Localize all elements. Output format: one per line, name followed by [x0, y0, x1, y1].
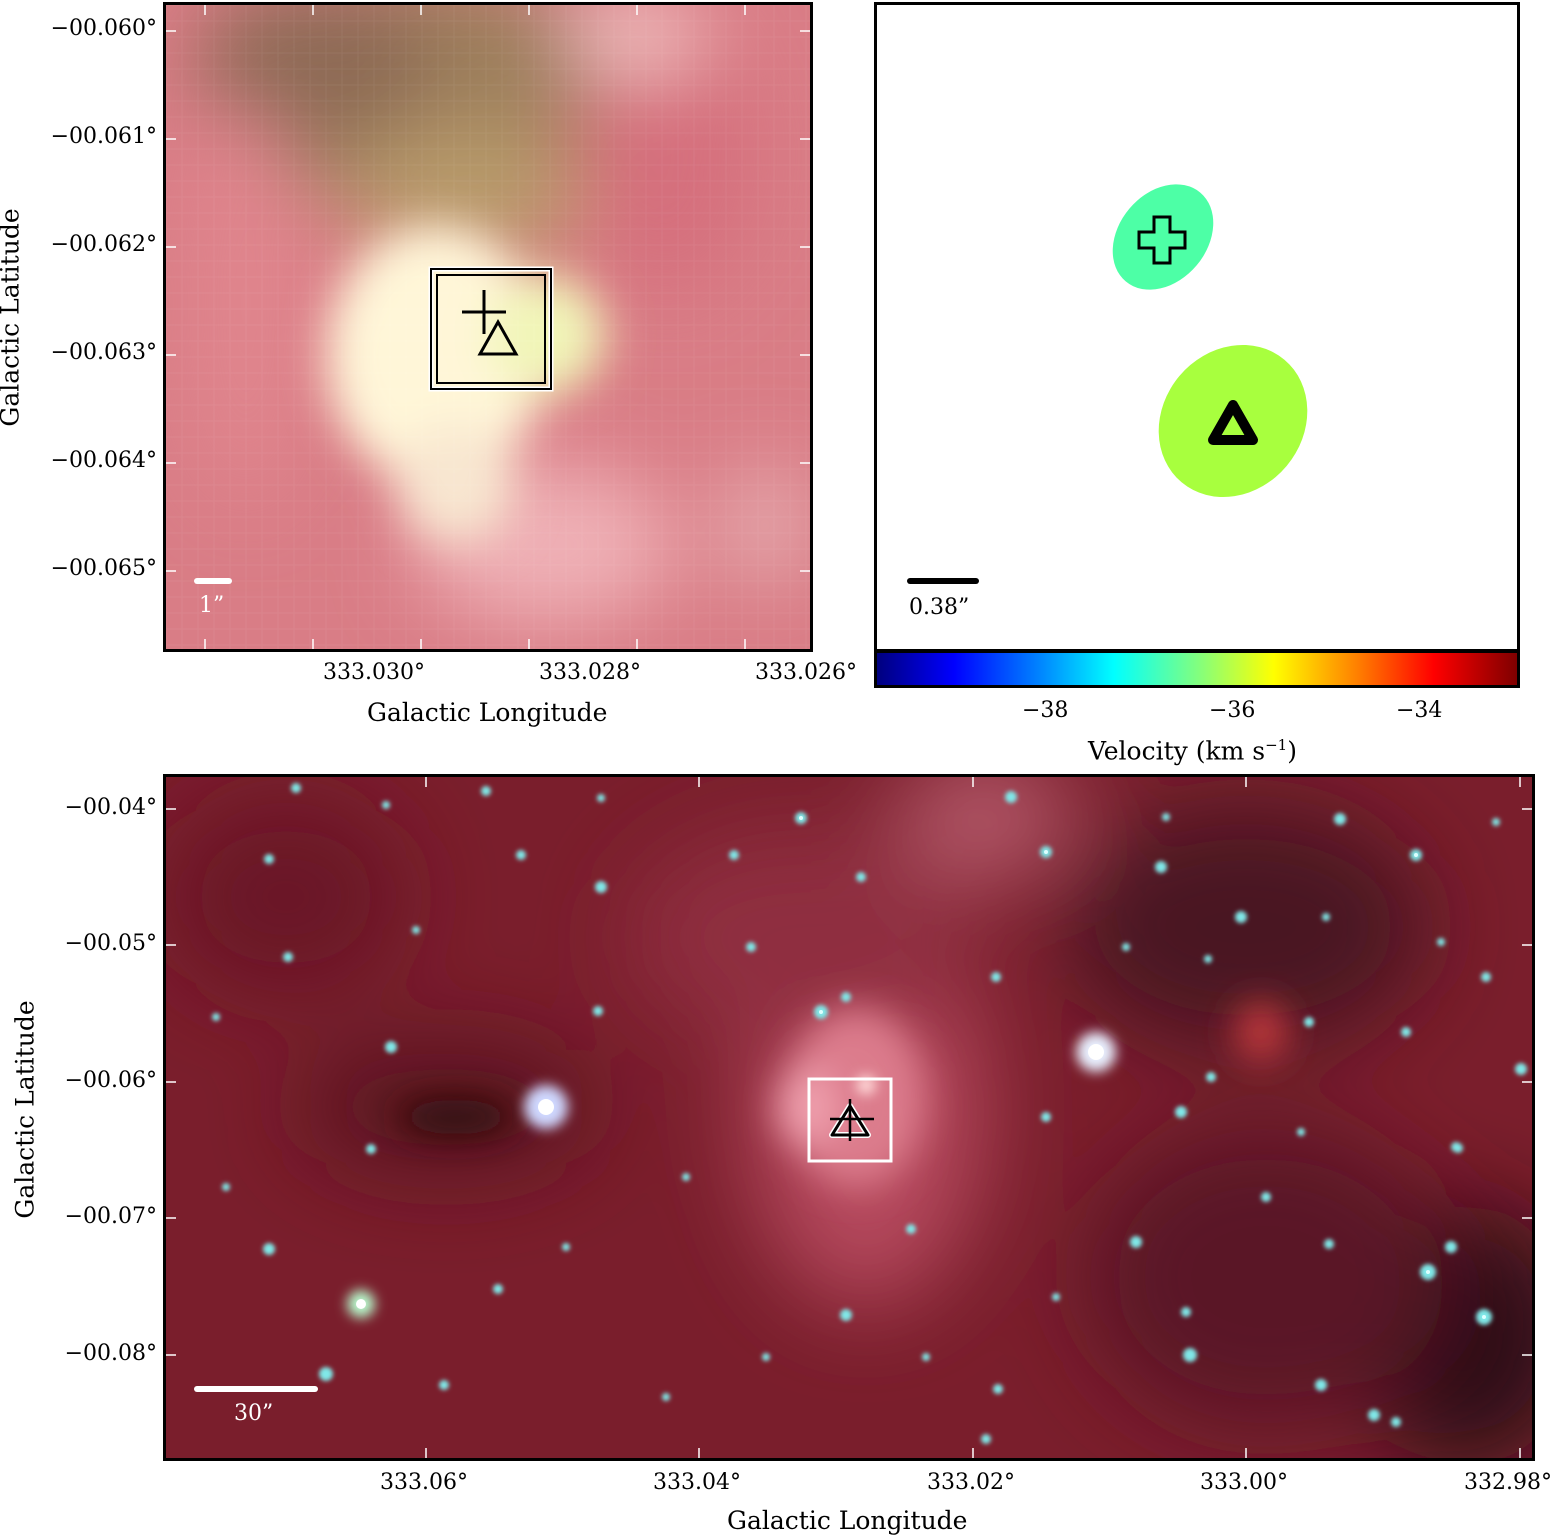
- x-axis-title: Galactic Longitude: [367, 698, 608, 727]
- scale-bar-label: 1”: [199, 593, 225, 618]
- scale-bar-label: 30”: [234, 1401, 274, 1426]
- region-box: [807, 1077, 893, 1163]
- scale-bar: [907, 578, 979, 584]
- plus-icon: [1137, 215, 1187, 265]
- y-tick-label: −00.063°: [50, 340, 157, 365]
- x-tick-label: 333.06°: [380, 1470, 468, 1495]
- colorbar: [874, 650, 1520, 688]
- wide-field-image: [166, 777, 1532, 1458]
- colorbar-tick-label: −34: [1396, 698, 1443, 723]
- y-axis-title: Galactic Latitude: [0, 208, 25, 427]
- y-axis-title: Galactic Latitude: [10, 1000, 40, 1219]
- x-axis-title: Galactic Longitude: [727, 1506, 968, 1535]
- y-tick-label: −00.06°: [64, 1068, 157, 1093]
- y-tick-label: −00.061°: [50, 124, 157, 149]
- x-tick-label: 333.00°: [1200, 1470, 1288, 1495]
- x-tick-label: 333.030°: [323, 660, 425, 685]
- x-tick-label: 332.98°: [1464, 1470, 1552, 1495]
- plus-icon: [462, 290, 506, 334]
- x-tick-label: 333.02°: [927, 1470, 1015, 1495]
- y-tick-label: −00.062°: [50, 232, 157, 257]
- triangle-icon: [477, 318, 519, 356]
- triangle-icon: [1208, 400, 1258, 445]
- y-tick-label: −00.04°: [64, 795, 157, 820]
- zoom-image-panel: 1”: [163, 2, 813, 652]
- y-tick-label: −00.07°: [64, 1204, 157, 1229]
- wide-field-image-panel: 30”: [163, 774, 1535, 1461]
- y-tick-label: −00.05°: [64, 931, 157, 956]
- x-tick-label: 333.026°: [755, 660, 857, 685]
- velocity-map-panel: 0.38”: [874, 2, 1520, 652]
- x-tick-label: 333.04°: [653, 1470, 741, 1495]
- velocity-ellipse: [1158, 344, 1308, 498]
- colorbar-tick-label: −38: [1022, 698, 1069, 723]
- y-tick-label: −00.060°: [50, 16, 157, 41]
- y-tick-label: −00.065°: [50, 556, 157, 581]
- velocity-map: [1112, 184, 1308, 498]
- zoom-image: [166, 5, 810, 649]
- y-tick-label: −00.064°: [50, 448, 157, 473]
- colorbar-tick-label: −36: [1209, 698, 1256, 723]
- colorbar-title: Velocity (km s−1): [1088, 736, 1297, 766]
- plus-icon: [830, 1099, 874, 1141]
- scale-bar: [194, 1386, 318, 1392]
- scale-bar-label: 0.38”: [909, 595, 970, 620]
- scale-bar: [194, 578, 232, 584]
- y-tick-label: −00.08°: [64, 1341, 157, 1366]
- x-tick-label: 333.028°: [539, 660, 641, 685]
